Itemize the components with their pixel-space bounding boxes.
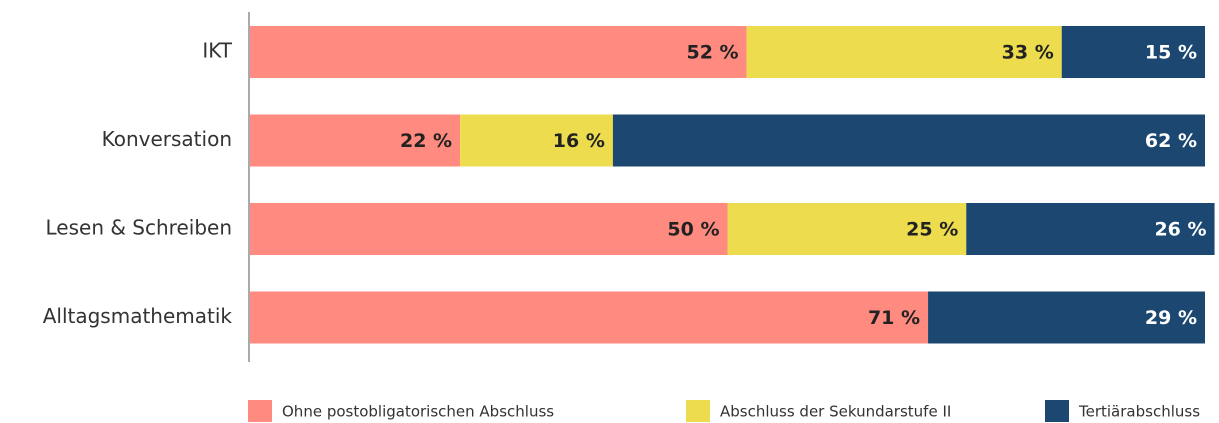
value-label: 29 % bbox=[1145, 307, 1197, 329]
bar-segment bbox=[250, 203, 728, 255]
legend-label: Tertiärabschluss bbox=[1078, 403, 1200, 421]
bar-segment bbox=[1061, 26, 1205, 78]
bar-segment bbox=[928, 291, 1205, 344]
legend-label: Ohne postobligatorischen Abschluss bbox=[282, 403, 554, 421]
y-tick-label: Konversation bbox=[102, 127, 232, 151]
value-label: 71 % bbox=[868, 307, 920, 329]
bar-segment bbox=[746, 26, 1062, 78]
value-label: 52 % bbox=[687, 42, 739, 64]
bar-segment bbox=[727, 203, 967, 255]
bar-segment bbox=[460, 114, 613, 167]
value-label: 15 % bbox=[1145, 42, 1197, 64]
bar-segment bbox=[612, 114, 1205, 167]
value-label: 62 % bbox=[1145, 130, 1197, 152]
legend-label: Abschluss der Sekundarstufe II bbox=[720, 403, 951, 421]
legend-swatch bbox=[248, 400, 272, 422]
legend-swatch bbox=[686, 400, 710, 422]
value-label: 22 % bbox=[400, 130, 452, 152]
bar-segment bbox=[250, 26, 747, 78]
bar-segment bbox=[250, 114, 461, 167]
value-label: 26 % bbox=[1154, 219, 1206, 241]
y-tick-label: Lesen & Schreiben bbox=[46, 216, 233, 240]
bar-segment bbox=[966, 203, 1215, 255]
y-tick-label: IKT bbox=[202, 39, 232, 63]
legend-swatch bbox=[1045, 400, 1069, 422]
value-label: 25 % bbox=[906, 219, 958, 241]
value-label: 33 % bbox=[1002, 42, 1054, 64]
y-tick-label: Alltagsmathematik bbox=[43, 304, 233, 328]
bar-segment bbox=[250, 291, 929, 344]
value-label: 16 % bbox=[553, 130, 605, 152]
value-label: 50 % bbox=[667, 219, 719, 241]
